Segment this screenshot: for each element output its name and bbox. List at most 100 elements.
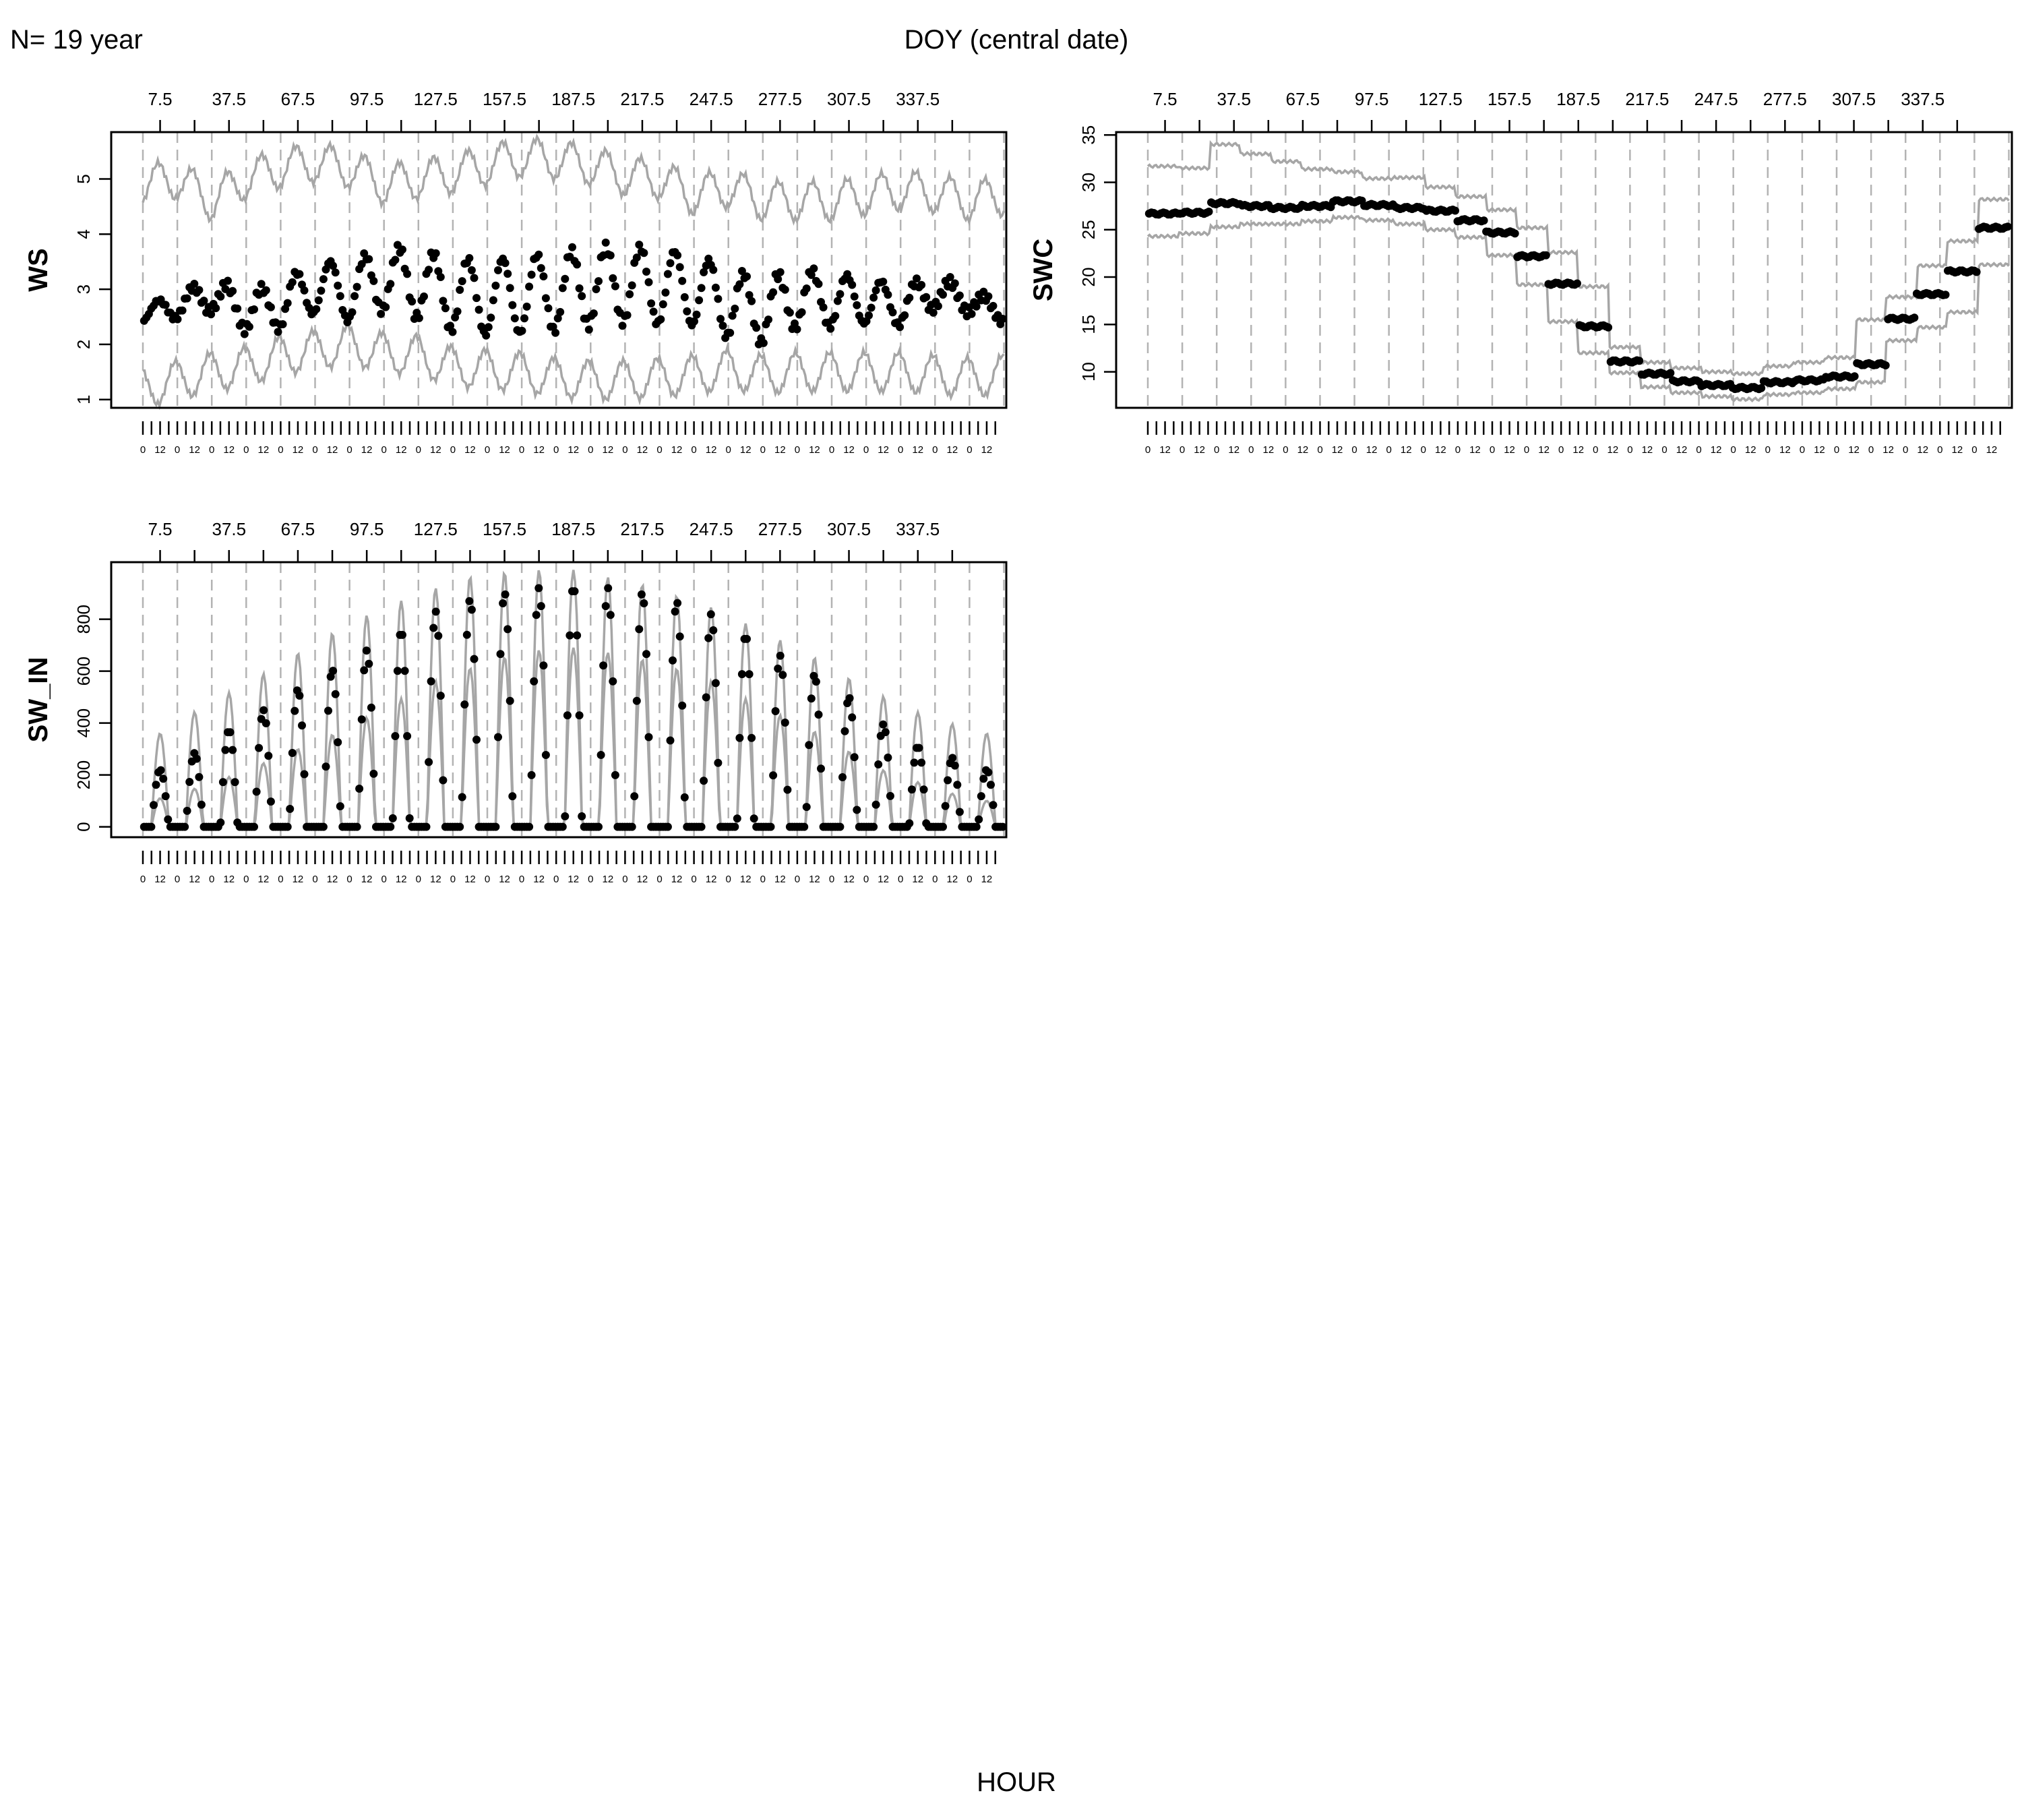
sw_in-point xyxy=(977,792,985,801)
ws-point xyxy=(848,280,857,289)
ws-point xyxy=(245,322,253,331)
sw_in-point xyxy=(881,728,890,737)
sw_in-point xyxy=(666,736,675,745)
sw_in-point xyxy=(391,732,400,740)
doy-tick-label: 67.5 xyxy=(1286,89,1320,109)
hour-tick-label: 0 xyxy=(175,444,180,456)
sw_in-point xyxy=(817,764,825,773)
hour-tick-label: 0 xyxy=(588,444,593,456)
sw_in-point xyxy=(987,781,995,789)
sw_in-point xyxy=(627,822,636,831)
sw_in-point xyxy=(944,776,952,785)
ws-point xyxy=(690,317,698,326)
sw_in-point xyxy=(604,584,613,593)
hour-tick-label: 0 xyxy=(1731,444,1736,456)
hour-tick-label: 12 xyxy=(1538,444,1550,456)
hour-tick-label: 12 xyxy=(1986,444,1998,456)
ws-point xyxy=(453,307,462,315)
ws-point xyxy=(283,299,292,307)
sw_in-point xyxy=(955,808,964,816)
ws-point xyxy=(288,278,297,286)
ws-point xyxy=(350,292,359,301)
ws-point xyxy=(491,281,500,290)
ws-point xyxy=(611,282,619,291)
sw_in-point xyxy=(905,819,914,828)
sw_in-point xyxy=(953,781,962,789)
ws-point xyxy=(508,301,517,309)
ws-point xyxy=(365,255,373,264)
sw_in-point xyxy=(874,760,883,768)
sw_in-point xyxy=(462,630,471,639)
ws-point xyxy=(518,326,526,335)
hour-tick-label: 0 xyxy=(312,444,317,456)
sw_in-point xyxy=(747,733,756,742)
ws-point xyxy=(556,307,565,316)
hour-tick-label: 12 xyxy=(1504,444,1515,456)
ws-point xyxy=(250,305,258,313)
doy-tick-label: 157.5 xyxy=(483,519,526,539)
doy-tick-label: 307.5 xyxy=(827,89,871,109)
hour-tick-label: 12 xyxy=(430,444,441,456)
hour-tick-label: 0 xyxy=(1180,444,1185,456)
hour-tick-label: 0 xyxy=(1214,444,1219,456)
ws-point xyxy=(551,328,560,337)
hour-tick-label: 12 xyxy=(464,444,476,456)
ws-point xyxy=(224,276,232,285)
sw_in-point xyxy=(159,775,168,783)
sw_in-point xyxy=(910,758,919,767)
sw_in-point xyxy=(743,634,751,643)
hour-tick-label: 12 xyxy=(327,444,338,456)
sw_in-point xyxy=(836,822,845,831)
ws-point xyxy=(456,286,464,294)
ws-point xyxy=(695,296,704,305)
sw_in-point xyxy=(769,771,778,780)
ws-point xyxy=(431,249,440,257)
sw_in-point xyxy=(152,781,160,789)
ws-point xyxy=(675,263,684,272)
ws-point xyxy=(697,284,706,293)
hour-tick-label: 12 xyxy=(258,874,270,885)
sw_in-point xyxy=(331,690,340,698)
hour-tick-label: 0 xyxy=(1661,444,1667,456)
sw_in-point xyxy=(324,706,332,715)
doy-tick-label: 157.5 xyxy=(483,89,526,109)
hour-tick-label: 12 xyxy=(533,874,545,885)
doy-tick-label: 337.5 xyxy=(896,519,940,539)
sw_in-point xyxy=(941,801,950,810)
hour-tick-label: 0 xyxy=(1627,444,1632,456)
hour-tick-label: 0 xyxy=(381,444,387,456)
hour-tick-label: 12 xyxy=(1642,444,1653,456)
swc-point xyxy=(1541,251,1550,260)
sw_in-point xyxy=(357,715,366,724)
ws-plot-frame xyxy=(110,131,1008,409)
ws-point xyxy=(625,290,634,299)
ws-point xyxy=(575,284,584,293)
sw_in-point xyxy=(527,770,536,779)
ws-point xyxy=(470,274,479,282)
ws-point xyxy=(391,255,400,264)
sw_in-point xyxy=(635,625,644,634)
doy-tick-label: 217.5 xyxy=(620,519,664,539)
hour-tick-label: 0 xyxy=(485,444,490,456)
sw_in-point xyxy=(228,746,237,754)
sw_in-point xyxy=(362,646,371,655)
hour-tick-label: 0 xyxy=(795,874,800,885)
ws-point xyxy=(704,254,713,263)
ws-point xyxy=(183,294,191,303)
ws-point xyxy=(709,266,718,274)
ws-point xyxy=(161,301,170,309)
ws-point xyxy=(666,259,675,268)
doy-tick-label: 97.5 xyxy=(350,519,384,539)
sw_in-point xyxy=(700,777,708,785)
ws-point xyxy=(539,272,548,280)
ws-point xyxy=(200,297,208,305)
hour-tick-label: 0 xyxy=(795,444,800,456)
sw_in-point xyxy=(530,677,539,686)
hour-tick-label: 0 xyxy=(209,444,214,456)
ws-point xyxy=(472,294,481,303)
hour-tick-label: 0 xyxy=(519,874,524,885)
hour-tick-label: 0 xyxy=(691,444,696,456)
hour-tick-label: 0 xyxy=(140,874,146,885)
